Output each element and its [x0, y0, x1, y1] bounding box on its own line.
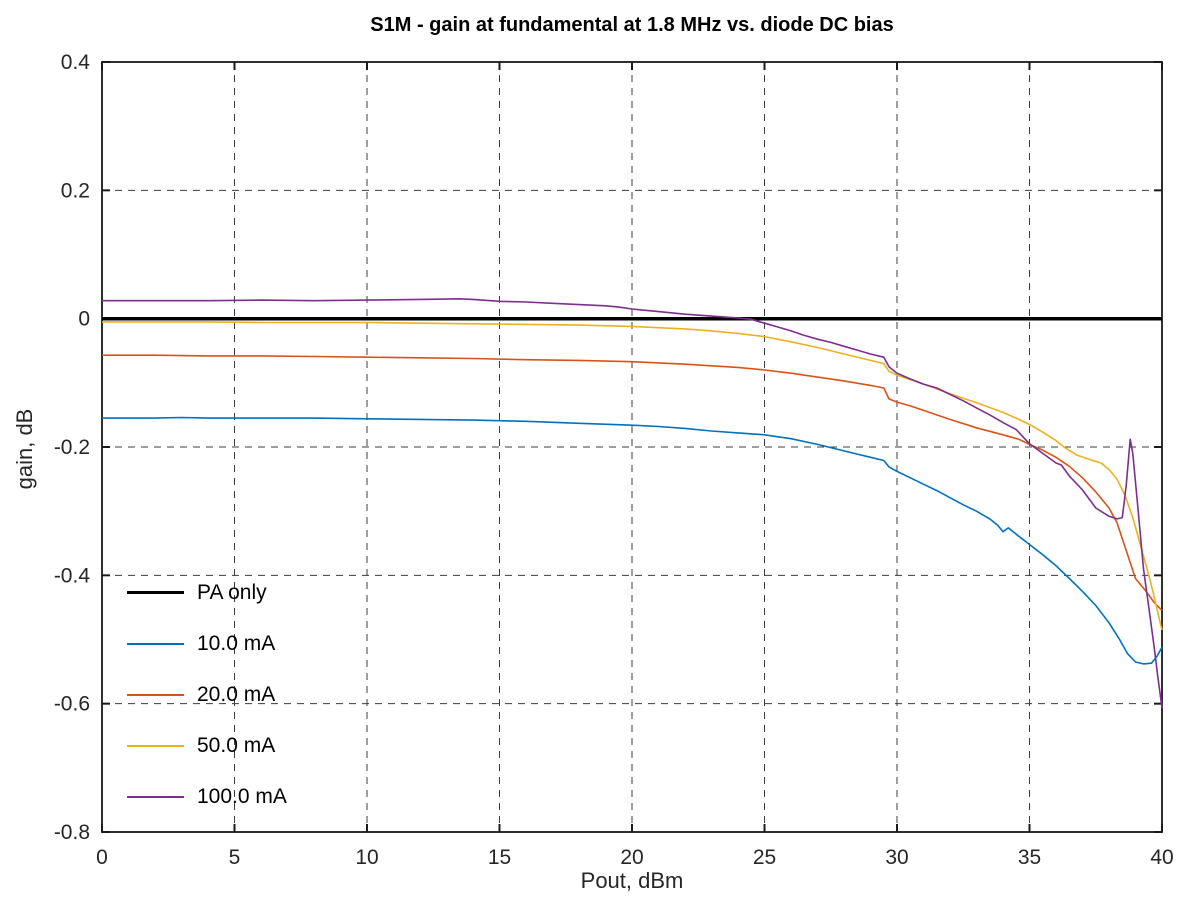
- legend-item-50ma: 50.0 mA: [127, 720, 287, 771]
- y-tick-label-0.2: 0.2: [61, 179, 90, 202]
- y-tick-label--0.8: -0.8: [54, 821, 90, 844]
- legend-label-100ma: 100.0 mA: [197, 784, 287, 808]
- x-tick-label-15: 15: [488, 846, 511, 869]
- legend-item-10ma: 10.0 mA: [127, 618, 287, 669]
- chart-title: S1M - gain at fundamental at 1.8 MHz vs.…: [370, 14, 894, 36]
- legend-line-swatch-50ma: [127, 744, 184, 747]
- legend-label-20ma: 20.0 mA: [197, 682, 276, 706]
- y-tick-label-0: 0: [78, 308, 90, 331]
- x-tick-label-25: 25: [753, 846, 776, 869]
- curve-100-0-ma: [102, 297, 1163, 709]
- legend-line-swatch-100ma: [127, 795, 184, 798]
- x-tick-label-0: 0: [96, 846, 108, 869]
- legend-line-swatch-20ma: [127, 693, 184, 696]
- legend-item-100ma: 100.0 mA: [127, 771, 287, 822]
- curve-50-0-ma: [102, 321, 1163, 631]
- legend-item-pa-only: PA only: [127, 567, 287, 618]
- legend-line-swatch-10ma: [127, 642, 184, 645]
- legend-label-pa-only: PA only: [197, 580, 267, 604]
- x-tick-label-35: 35: [1018, 846, 1041, 869]
- y-tick-label--0.2: -0.2: [54, 436, 90, 459]
- x-axis-label: Pout, dBm: [580, 868, 684, 893]
- curve-20-0-ma: [102, 354, 1163, 612]
- x-tick-label-10: 10: [355, 846, 378, 869]
- x-tick-label-30: 30: [885, 846, 908, 869]
- y-tick-label--0.4: -0.4: [54, 564, 91, 587]
- legend-item-20ma: 20.0 mA: [127, 669, 287, 720]
- y-tick-label-0.4: 0.4: [61, 51, 91, 74]
- y-tick-label--0.6: -0.6: [54, 693, 90, 716]
- curve-10-0-ma: [102, 416, 1163, 665]
- legend-line-swatch-pa-only: [127, 590, 184, 595]
- x-tick-label-5: 5: [229, 846, 241, 869]
- legend-label-10ma: 10.0 mA: [197, 631, 276, 655]
- x-tick-label-40: 40: [1150, 846, 1173, 869]
- legend: PA only 10.0 mA 20.0 mA 50.0 mA 100.0 mA: [127, 567, 287, 822]
- legend-label-50ma: 50.0 mA: [197, 733, 276, 757]
- y-axis-label: gain, dB: [12, 408, 37, 490]
- x-tick-label-20: 20: [620, 846, 643, 869]
